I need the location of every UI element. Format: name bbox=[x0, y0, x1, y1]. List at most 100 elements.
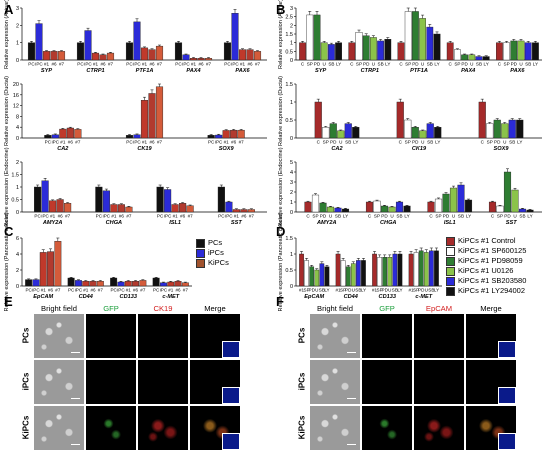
bar-label: C bbox=[350, 62, 354, 67]
legend-item: PCs bbox=[196, 238, 229, 248]
bar-label: SB bbox=[427, 62, 433, 67]
bar bbox=[246, 49, 254, 61]
bar bbox=[411, 126, 419, 139]
bar-label: iPC bbox=[75, 288, 83, 293]
group-label: AMY2A bbox=[316, 220, 337, 226]
bar bbox=[344, 123, 352, 139]
group-label: PAX6 bbox=[235, 68, 250, 74]
bar-label: U bbox=[372, 62, 375, 67]
bar-label: SB bbox=[335, 214, 341, 219]
y-axis-label: Relative expression (Ductal) bbox=[4, 76, 10, 146]
bar bbox=[186, 205, 194, 213]
bar-label: U bbox=[421, 62, 424, 67]
y-tick-label: 2.5 bbox=[285, 15, 293, 21]
bar bbox=[140, 47, 149, 61]
bar bbox=[306, 14, 314, 61]
y-tick-label: 0.5 bbox=[285, 118, 293, 124]
bar bbox=[159, 282, 167, 287]
group-label: EpCAM bbox=[304, 294, 324, 300]
y-tick-label: 0 bbox=[16, 58, 19, 64]
legend-label: KiPCs bbox=[208, 258, 229, 267]
bar bbox=[372, 253, 377, 287]
bar bbox=[95, 186, 103, 213]
bar bbox=[468, 54, 476, 61]
bar-label: C bbox=[399, 140, 403, 145]
bar bbox=[319, 263, 325, 287]
bar-label: SB bbox=[345, 140, 351, 145]
bar bbox=[304, 201, 312, 213]
bar bbox=[253, 51, 262, 61]
bar-label: #7 bbox=[206, 62, 212, 67]
bar bbox=[496, 205, 504, 213]
bar bbox=[486, 123, 494, 139]
bar-label: #1 bbox=[83, 288, 89, 293]
bar-label: U bbox=[519, 62, 522, 67]
y-tick-label: 0 bbox=[290, 210, 293, 216]
e-row-label: KiPCs bbox=[21, 415, 31, 440]
legend-label: KiPCs #1 Control bbox=[458, 236, 516, 245]
bar bbox=[91, 52, 100, 61]
bar-label: PD bbox=[382, 288, 389, 293]
y-tick-label: 1.5 bbox=[285, 236, 293, 242]
chart-c: 0 2 4 6 Relative expression (Pancreatic canc… bbox=[4, 212, 192, 311]
panel-letter-a: A bbox=[4, 2, 14, 17]
bar-label: LY bbox=[533, 62, 538, 67]
bar bbox=[526, 209, 534, 213]
bar-label: #6 bbox=[247, 62, 253, 67]
e-column-header: Merge bbox=[204, 304, 226, 313]
bar-label: SP bbox=[323, 140, 329, 145]
bar bbox=[345, 266, 351, 287]
bar bbox=[64, 203, 72, 213]
bar bbox=[309, 266, 315, 287]
bar bbox=[341, 208, 350, 213]
panel-letter-f: F bbox=[276, 294, 284, 309]
bar-label: PC bbox=[77, 62, 84, 67]
bar-label: #6 bbox=[58, 214, 64, 219]
bar bbox=[427, 201, 435, 213]
legend-swatch bbox=[446, 266, 455, 276]
bar bbox=[56, 199, 64, 213]
bar bbox=[304, 260, 309, 287]
group-label: ISL1 bbox=[444, 220, 456, 226]
bar-label: SB bbox=[319, 288, 325, 293]
e-micrograph-tile bbox=[34, 314, 84, 358]
bar bbox=[133, 134, 141, 139]
bar-label: C bbox=[306, 214, 310, 219]
bar bbox=[335, 42, 342, 61]
bar-label: PD bbox=[443, 214, 450, 219]
e-micrograph-tile bbox=[190, 314, 240, 358]
bar bbox=[110, 204, 118, 213]
bar bbox=[164, 189, 172, 213]
y-tick-label: 6 bbox=[16, 236, 19, 242]
panel-letter-e: E bbox=[4, 294, 13, 309]
bar bbox=[50, 51, 58, 61]
bar-label: PD bbox=[412, 62, 419, 67]
group-label: CA2 bbox=[331, 146, 343, 152]
group-label: PTF1A bbox=[410, 68, 428, 74]
bar bbox=[426, 26, 434, 61]
e-micrograph-tile bbox=[138, 406, 188, 450]
bar-label: #1 bbox=[335, 288, 341, 293]
f-micrograph-tile bbox=[414, 360, 464, 404]
legend-item: KiPCs #1 Control bbox=[446, 236, 526, 246]
bar bbox=[76, 42, 85, 61]
bar bbox=[25, 279, 33, 287]
bar bbox=[324, 266, 330, 287]
bar bbox=[167, 281, 175, 287]
bar-label: #6 bbox=[100, 62, 106, 67]
y-tick-label: 1.5 bbox=[285, 82, 293, 88]
bar-label: iPC bbox=[84, 62, 92, 67]
bar-label: PC bbox=[110, 288, 117, 293]
f-micrograph-tile bbox=[310, 360, 360, 404]
bar-label: iPC bbox=[103, 214, 111, 219]
f-micrograph-tile bbox=[310, 314, 360, 358]
bar bbox=[320, 42, 328, 61]
bar-label: #6 bbox=[149, 62, 155, 67]
group-label: SYP bbox=[41, 68, 52, 74]
bar-label: iPC bbox=[215, 140, 223, 145]
bar-label: #6 bbox=[48, 288, 54, 293]
bar-label: SP bbox=[304, 288, 310, 293]
bar bbox=[67, 277, 75, 287]
